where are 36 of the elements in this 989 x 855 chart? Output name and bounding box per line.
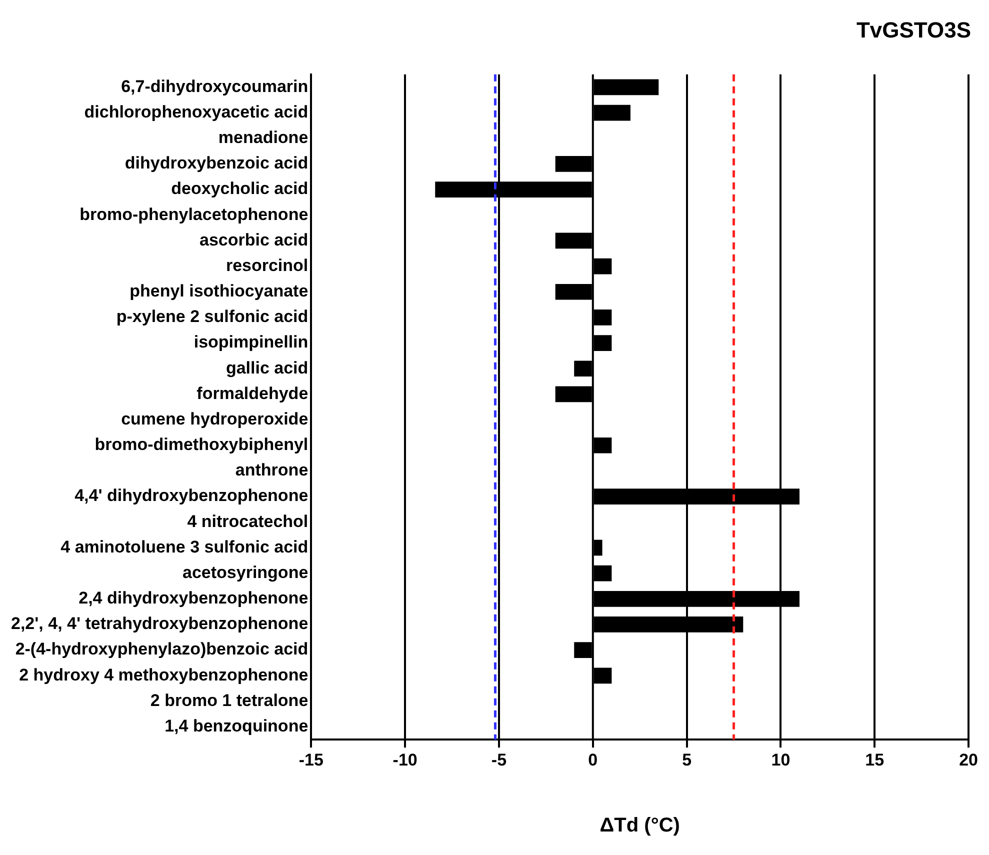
y-tick-label: 2,2', 4, 4' tetrahydroxybenzophenone <box>10 614 308 634</box>
y-tick-label: 4 nitrocatechol <box>187 512 308 531</box>
x-tick-label: 10 <box>771 750 790 770</box>
x-tick-label: 0 <box>588 750 598 770</box>
y-tick-label: dichlorophenoxyacetic acid <box>84 102 308 122</box>
y-tick-label: 2 hydroxy 4 methoxybenzophenone <box>19 665 308 684</box>
y-tick-label: acetosyringone <box>182 562 308 582</box>
x-tick-label: 15 <box>865 750 884 770</box>
y-tick-label: dihydroxybenzoic acid <box>124 154 308 173</box>
y-tick-label: resorcinol <box>226 256 308 275</box>
x-tick-label: -10 <box>392 750 418 770</box>
y-tick-label: 4,4' dihydroxybenzophenone <box>74 486 308 506</box>
y-tick-label: 2 bromo 1 tetralone <box>150 690 308 710</box>
y-tick-label: 4 aminotoluene 3 sulfonic acid <box>60 537 308 556</box>
y-tick-label: 2-(4-hydroxyphenylazo)benzoic acid <box>15 640 308 659</box>
x-axis-title: ΔTd (°C) <box>600 814 680 837</box>
x-tick-label: 5 <box>682 750 692 770</box>
y-tick-label: menadione <box>218 128 308 148</box>
y-tick-label: gallic acid <box>226 358 308 378</box>
y-tick-label: anthrone <box>235 460 308 480</box>
y-tick-label: bromo-phenylacetophenone <box>80 204 308 224</box>
y-tick-label: ascorbic acid <box>199 230 308 250</box>
y-tick-label: bromo-dimethoxybiphenyl <box>94 435 308 454</box>
x-tick-label: 20 <box>959 750 978 770</box>
y-tick-label: cumene hydroperoxide <box>121 409 308 428</box>
y-tick-label: 1,4 benzoquinone <box>164 716 308 736</box>
y-tick-label: 2,4 dihydroxybenzophenone <box>78 588 308 608</box>
y-tick-label: isopimpinellin <box>194 332 308 352</box>
x-tick-label: -15 <box>298 750 324 770</box>
y-tick-label: deoxycholic acid <box>171 179 308 198</box>
y-tick-label: 6,7-dihydroxycoumarin <box>121 76 308 96</box>
x-tick-label: -5 <box>491 750 507 770</box>
y-tick-label: phenyl isothiocyanate <box>130 282 308 301</box>
y-tick-label: formaldehyde <box>196 384 308 403</box>
y-tick-label: p-xylene 2 sulfonic acid <box>116 307 308 326</box>
chart-title: TvGSTO3S <box>856 17 971 42</box>
